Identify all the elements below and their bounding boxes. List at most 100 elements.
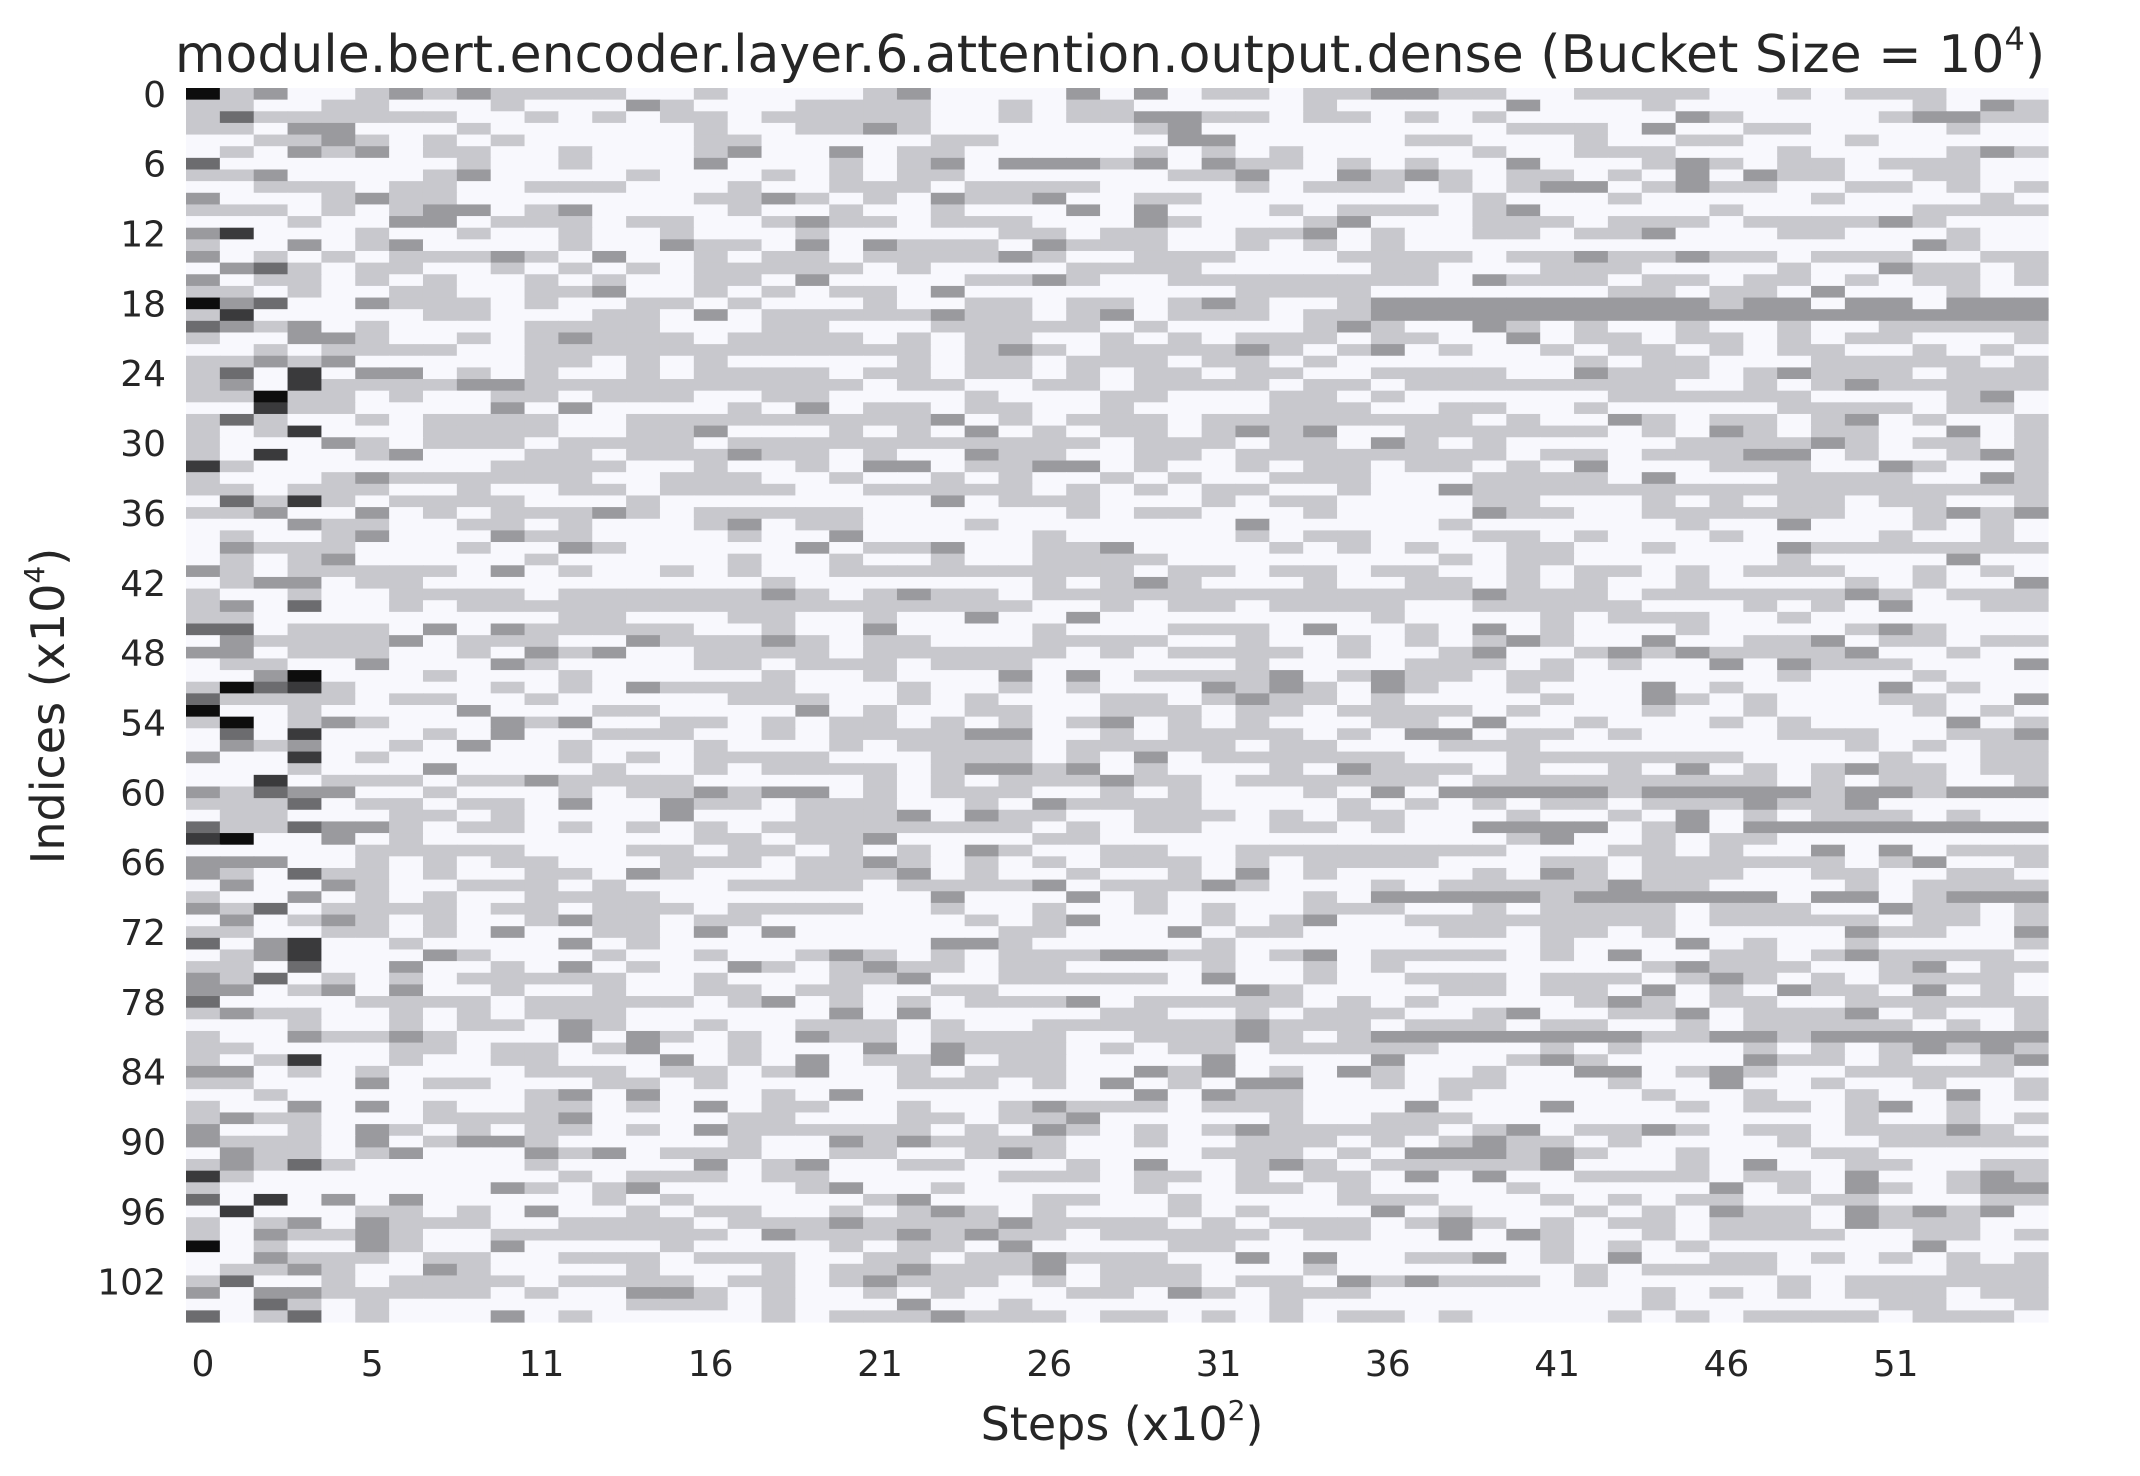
heatmap-cell (592, 134, 627, 147)
heatmap-cell (1777, 867, 1812, 881)
heatmap-cell (761, 739, 796, 753)
heatmap-cell (1269, 670, 1304, 683)
heatmap-cell (592, 751, 627, 764)
heatmap-cell (1607, 914, 1643, 927)
heatmap-cell (964, 192, 1000, 206)
heatmap-cell (1777, 798, 1812, 811)
heatmap-cell (1607, 716, 1643, 729)
heatmap-cell (1777, 821, 1812, 834)
heatmap-cell (1980, 239, 2015, 252)
heatmap-cell (389, 1124, 424, 1137)
heatmap-cell (389, 972, 424, 985)
heatmap-cell (1946, 192, 1981, 206)
heatmap-cell (1269, 122, 1304, 136)
heatmap-cell (1540, 1030, 1575, 1044)
heatmap-cell (1100, 1124, 1135, 1137)
heatmap-cell (1743, 856, 1778, 869)
heatmap-cell (287, 1007, 323, 1020)
heatmap-cell (2014, 728, 2049, 741)
heatmap-cell (490, 670, 526, 683)
heatmap-cell (1438, 181, 1474, 194)
heatmap-cell (1709, 763, 1744, 776)
heatmap-cell (693, 763, 729, 776)
heatmap-cell (389, 926, 424, 939)
heatmap-cell (389, 309, 424, 322)
heatmap-cell (1607, 274, 1643, 287)
heatmap-cell (1709, 402, 1744, 415)
heatmap-cell (1675, 390, 1711, 403)
heatmap-cell (1878, 798, 1914, 811)
heatmap-cell (1066, 122, 1101, 136)
heatmap-cell (659, 937, 695, 951)
heatmap-cell (1235, 355, 1270, 368)
heatmap-cell (1337, 111, 1372, 124)
heatmap-cell (1506, 623, 1541, 636)
heatmap-cell (998, 763, 1033, 776)
heatmap-cell (1472, 728, 1507, 741)
heatmap-cell (1912, 879, 1948, 892)
heatmap-cell (1133, 88, 1169, 101)
heatmap-cell (1269, 1065, 1304, 1079)
heatmap-cell (253, 833, 289, 846)
heatmap-cell (1844, 309, 1880, 322)
heatmap-cell (1946, 867, 1981, 881)
heatmap-cell (1844, 274, 1880, 287)
heatmap-cell (930, 530, 966, 543)
heatmap-cell (964, 239, 1000, 252)
heatmap-cell (1201, 460, 1237, 473)
heatmap-cell (1066, 937, 1101, 951)
heatmap-cell (1472, 379, 1507, 392)
heatmap-cell (1032, 181, 1067, 194)
heatmap-cell (253, 262, 289, 275)
heatmap-cell (1506, 157, 1541, 171)
heatmap-cell (1303, 274, 1338, 287)
heatmap-cell (524, 961, 559, 974)
heatmap-cell (1506, 646, 1541, 660)
heatmap-cell (964, 530, 1000, 543)
heatmap-cell (1269, 646, 1304, 660)
heatmap-cell (321, 390, 356, 403)
heatmap-cell (592, 984, 627, 997)
heatmap-cell (964, 216, 1000, 229)
heatmap-cell (1980, 984, 2015, 997)
heatmap-cell (795, 809, 830, 823)
heatmap-cell (524, 1112, 559, 1125)
heatmap-cell (1743, 518, 1778, 531)
heatmap-cell (1404, 867, 1440, 881)
heatmap-cell (2014, 518, 2049, 531)
heatmap-cell (287, 914, 323, 927)
heatmap-cell (863, 1030, 898, 1044)
heatmap-cell (1844, 448, 1880, 462)
heatmap-cell (422, 821, 458, 834)
heatmap-cell (1574, 367, 1609, 380)
heatmap-cell (422, 285, 458, 299)
heatmap-cell (287, 181, 323, 194)
heatmap-cell (1912, 891, 1948, 904)
heatmap-cell (896, 1135, 932, 1148)
heatmap-cell (1303, 565, 1338, 578)
heatmap-cell (186, 204, 221, 217)
heatmap-cell (626, 320, 661, 334)
heatmap-cell (693, 285, 729, 299)
heatmap-cell (1540, 227, 1575, 240)
heatmap-cell (1100, 495, 1135, 508)
heatmap-cell (490, 274, 526, 287)
heatmap-cell (1912, 448, 1948, 462)
heatmap-cell (1167, 1124, 1203, 1137)
heatmap-cell (389, 1054, 424, 1067)
heatmap-cell (1133, 1030, 1169, 1044)
heatmap-cell (896, 332, 932, 345)
heatmap-cell (863, 146, 898, 159)
heatmap-cell (863, 833, 898, 846)
heatmap-cell (1303, 996, 1338, 1009)
heatmap-cell (896, 181, 932, 194)
heatmap-cell (795, 146, 830, 159)
heatmap-cell (1777, 367, 1812, 380)
heatmap-cell (1100, 774, 1135, 788)
heatmap-cell (1980, 495, 2015, 508)
heatmap-cell (1912, 204, 1948, 217)
heatmap-cell (1337, 507, 1372, 520)
heatmap-cell (1912, 1124, 1948, 1137)
heatmap-cell (1709, 809, 1744, 823)
heatmap-cell (1472, 192, 1507, 206)
